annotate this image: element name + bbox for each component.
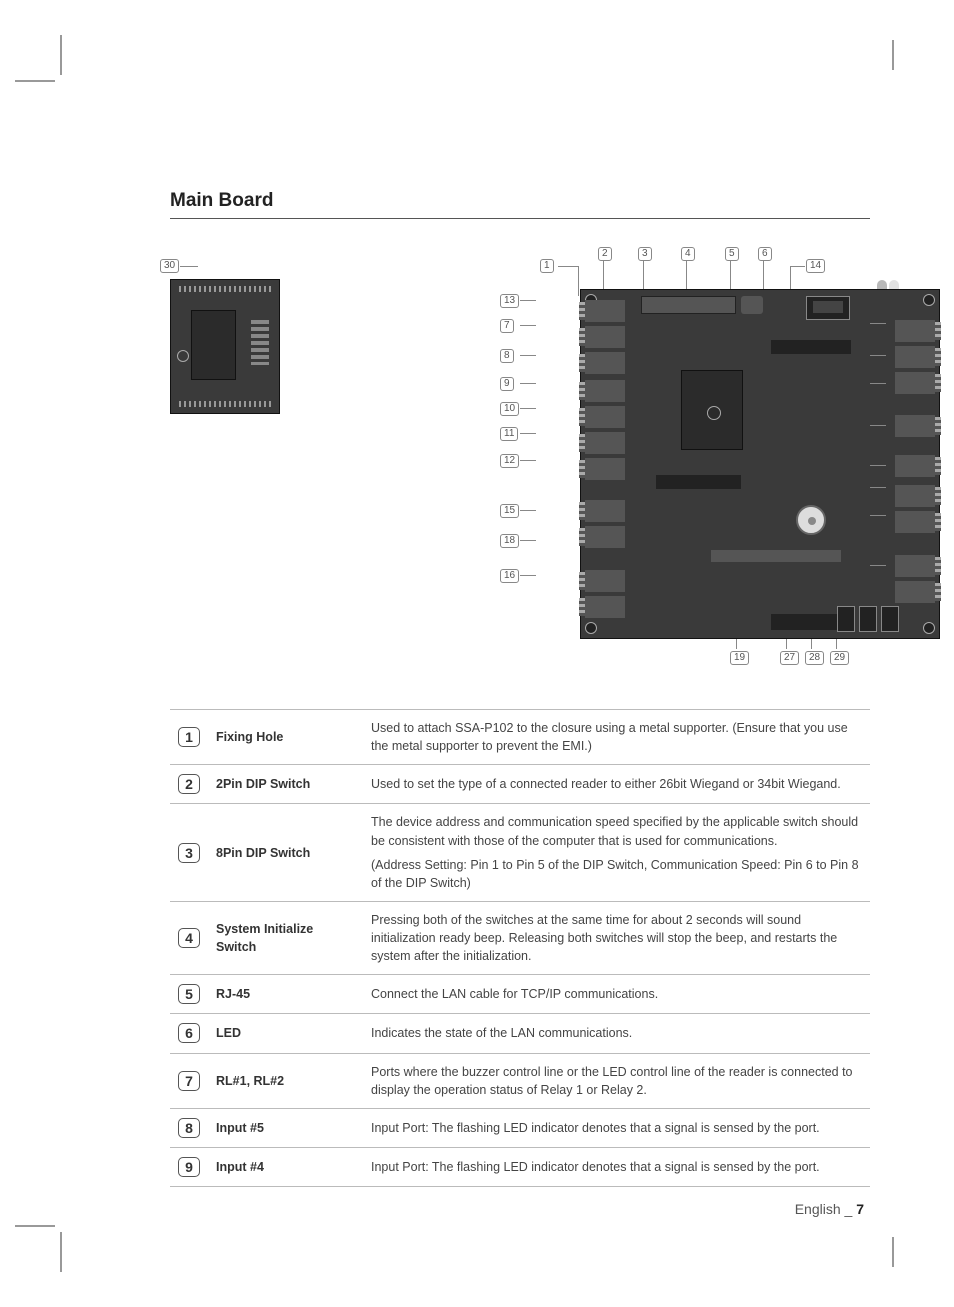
callout: 3: [638, 247, 652, 261]
callout-30: 30: [160, 259, 179, 273]
row-number-badge: 5: [178, 984, 200, 1004]
callout: 4: [681, 247, 695, 261]
callout: 11: [500, 427, 518, 441]
callout: 19: [730, 651, 749, 665]
table-row: 6 LEDIndicates the state of the LAN commu…: [170, 1014, 870, 1053]
table-row: 5 RJ-45Connect the LAN cable for TCP/IP c…: [170, 975, 870, 1014]
crop-mark: [892, 40, 894, 70]
row-name: RJ-45: [208, 975, 363, 1014]
parts-table: 1 Fixing HoleUsed to attach SSA-P102 to t…: [170, 709, 870, 1187]
page-footer: English _ 7: [795, 1201, 864, 1217]
row-name: Fixing Hole: [208, 710, 363, 765]
row-number-badge: 9: [178, 1157, 200, 1177]
callout: 16: [500, 569, 519, 583]
callout: 2: [598, 247, 612, 261]
table-row: 8 Input #5Input Port: The flashing LED in…: [170, 1108, 870, 1147]
table-row: 3 8Pin DIP SwitchThe device address and c…: [170, 804, 870, 902]
row-number-badge: 4: [178, 928, 200, 948]
row-description: Connect the LAN cable for TCP/IP communi…: [363, 975, 870, 1014]
row-description: Indicates the state of the LAN communica…: [363, 1014, 870, 1053]
callout: 1: [540, 259, 554, 273]
small-board-diagram: 30: [170, 259, 310, 639]
callout: 8: [500, 349, 514, 363]
row-number-badge: 7: [178, 1071, 200, 1091]
row-name: System Initialize Switch: [208, 901, 363, 974]
row-number-badge: 6: [178, 1023, 200, 1043]
callout: 18: [500, 534, 519, 548]
callout: 9: [500, 377, 514, 391]
row-description: Input Port: The flashing LED indicator d…: [363, 1147, 870, 1186]
callout: 14: [806, 259, 825, 273]
table-row: 2 2Pin DIP SwitchUsed to set the type of …: [170, 765, 870, 804]
callout: 5: [725, 247, 739, 261]
board-diagrams: 30 1 2 3 4 5 6 14: [170, 259, 870, 639]
row-name: 2Pin DIP Switch: [208, 765, 363, 804]
row-description: Used to attach SSA-P102 to the closure u…: [363, 710, 870, 765]
row-number-badge: 3: [178, 843, 200, 863]
table-row: 4 System Initialize SwitchPressing both o…: [170, 901, 870, 974]
footer-sep: _: [845, 1201, 853, 1217]
table-row: 1 Fixing HoleUsed to attach SSA-P102 to t…: [170, 710, 870, 765]
table-row: 9 Input #4Input Port: The flashing LED in…: [170, 1147, 870, 1186]
callout: 13: [500, 294, 519, 308]
row-description: The device address and communication spe…: [363, 804, 870, 902]
row-name: RL#1, RL#2: [208, 1053, 363, 1108]
row-number-badge: 8: [178, 1118, 200, 1138]
callout: 29: [830, 651, 849, 665]
row-description: Ports where the buzzer control line or t…: [363, 1053, 870, 1108]
section-title: Main Board: [170, 190, 870, 219]
callout: 28: [805, 651, 824, 665]
callout: 6: [758, 247, 772, 261]
callout: 27: [780, 651, 799, 665]
crop-mark: [30, 50, 70, 90]
row-number-badge: 2: [178, 774, 200, 794]
callout: 10: [500, 402, 519, 416]
footer-lang: English: [795, 1201, 841, 1217]
crop-mark: [892, 1237, 894, 1267]
callout: 12: [500, 454, 519, 468]
row-description: Used to set the type of a connected read…: [363, 765, 870, 804]
row-description: Input Port: The flashing LED indicator d…: [363, 1108, 870, 1147]
footer-page: 7: [856, 1201, 864, 1217]
row-name: Input #5: [208, 1108, 363, 1147]
row-name: LED: [208, 1014, 363, 1053]
row-name: Input #4: [208, 1147, 363, 1186]
row-name: 8Pin DIP Switch: [208, 804, 363, 902]
callout: 15: [500, 504, 519, 518]
crop-mark: [30, 1217, 70, 1257]
main-board-diagram: 1 2 3 4 5 6 14 13 7 8 9 10 11 12 15 18: [330, 259, 870, 639]
table-row: 7 RL#1, RL#2Ports where the buzzer contro…: [170, 1053, 870, 1108]
row-description: Pressing both of the switches at the sam…: [363, 901, 870, 974]
row-number-badge: 1: [178, 727, 200, 747]
callout: 7: [500, 319, 514, 333]
